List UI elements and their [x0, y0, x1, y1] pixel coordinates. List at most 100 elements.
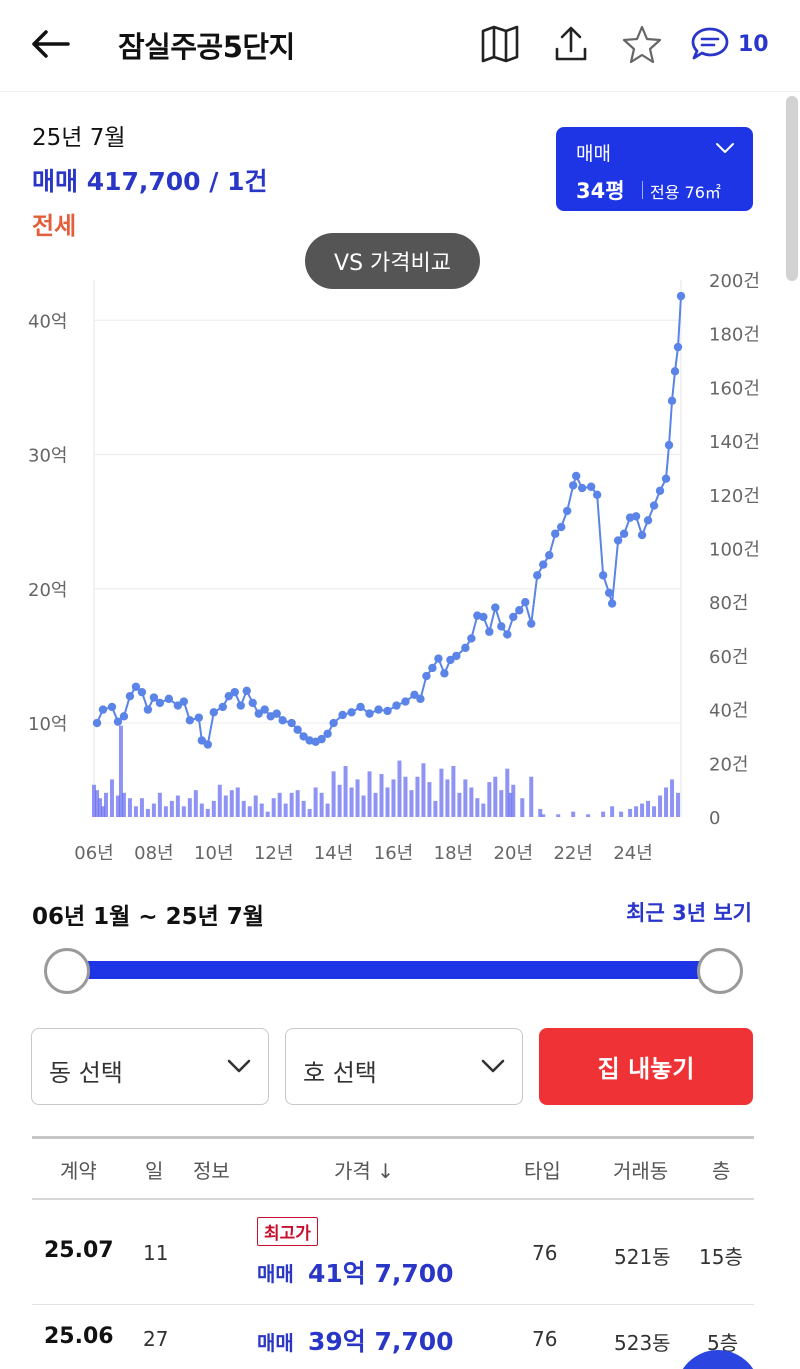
volume-bar [379, 774, 384, 817]
volume-bar [619, 811, 624, 817]
volume-bar [610, 806, 615, 817]
range-slider-track[interactable] [67, 961, 721, 979]
chart-xtick: 24년 [613, 843, 652, 864]
jeonse-label: 전세 [32, 212, 77, 240]
price-point [497, 622, 506, 631]
price-point [557, 522, 566, 532]
price-point [179, 697, 189, 706]
price-point [107, 702, 117, 712]
row-price: 39억 7,700 [308, 1327, 454, 1356]
price-point [521, 598, 530, 607]
volume-bar [313, 787, 318, 817]
range-slider-end-handle[interactable] [697, 948, 743, 994]
volume-bar [127, 798, 132, 817]
volume-bar [259, 803, 264, 817]
back-button[interactable] [26, 22, 74, 66]
price-point [586, 482, 596, 491]
price-point [661, 474, 671, 483]
volume-bar [571, 811, 576, 817]
price-point [452, 651, 461, 661]
list-home-button[interactable]: 집 내놓기 [539, 1028, 753, 1105]
price-point [613, 536, 623, 545]
row-deal-type: 매매 [257, 1262, 294, 1286]
row-type: 76 [532, 1327, 558, 1351]
row-floor: 15층 [699, 1245, 743, 1269]
row-date: 25.06 [44, 1324, 114, 1349]
map-button[interactable] [478, 22, 522, 66]
price-point [503, 630, 512, 639]
favorite-button[interactable] [620, 22, 664, 66]
price-point [410, 690, 419, 700]
comment-button[interactable]: 10 [690, 22, 769, 66]
chevron-down-icon [716, 143, 734, 153]
chart-xtick: 14년 [314, 843, 353, 864]
share-button[interactable] [549, 22, 593, 66]
dong-select[interactable]: 동 선택 [31, 1028, 269, 1105]
price-point [562, 506, 572, 516]
volume-bar [445, 779, 450, 817]
volume-bar [664, 787, 669, 817]
price-point [673, 342, 683, 352]
ho-select[interactable]: 호 선택 [285, 1028, 523, 1105]
table-row[interactable]: 25.07 11 최고가 매매 41억 7,700 76 521동 15층 [0, 1200, 800, 1304]
header-price-sort[interactable]: 가격 ↓ [334, 1159, 394, 1183]
volume-bar [601, 811, 606, 817]
period-label: 25년 7월 [32, 125, 126, 151]
volume-bar [175, 795, 180, 817]
price-point [224, 691, 233, 701]
volume-bar [640, 803, 645, 817]
price-point [551, 529, 560, 538]
price-point [440, 669, 449, 678]
row-dong: 521동 [614, 1245, 671, 1269]
chart-ytick-right: 100건 [709, 540, 760, 561]
volume-bar [646, 800, 651, 817]
price-point [619, 529, 629, 538]
price-point [119, 712, 129, 721]
price-point [272, 709, 281, 718]
vs-compare-button[interactable]: VS 가격비교 [305, 233, 480, 289]
range-slider-start-handle[interactable] [44, 948, 90, 994]
header-contract: 계약 [60, 1159, 97, 1183]
price-point [491, 603, 500, 612]
volume-bar [427, 782, 432, 817]
table-row[interactable]: 25.06 27 매매 39억 7,700 76 523동 5층 [0, 1305, 800, 1369]
volume-bar [634, 806, 639, 817]
row-day: 11 [143, 1241, 169, 1265]
volume-bar [283, 803, 288, 817]
type-selector[interactable]: 매매 34평 전용 76㎡ [556, 127, 753, 211]
recent-3-years-link[interactable]: 최근 3년 보기 [626, 901, 752, 925]
price-point [164, 694, 174, 704]
chart-ytick-right: 200건 [709, 271, 760, 292]
ho-select-label: 호 선택 [303, 1059, 377, 1087]
price-point [149, 693, 159, 702]
volume-bar [421, 763, 426, 817]
price-point [577, 483, 587, 493]
price-point [374, 705, 383, 714]
price-point [230, 687, 239, 697]
row-price: 41억 7,700 [308, 1259, 454, 1288]
floating-action-button[interactable] [676, 1350, 760, 1369]
chart-ytick-right: 80건 [709, 593, 748, 614]
row-divider [32, 1304, 754, 1305]
price-point [598, 571, 608, 580]
volume-bar [658, 795, 663, 817]
volume-bar [670, 779, 675, 817]
price-point [218, 702, 227, 712]
comment-count: 10 [738, 31, 769, 57]
volume-bar [94, 790, 99, 817]
chart-ytick-right: 0 [709, 808, 720, 829]
price-point [317, 734, 326, 744]
star-icon [622, 25, 662, 64]
volume-bar [157, 792, 162, 817]
volume-bar [217, 784, 222, 817]
volume-bar [676, 792, 681, 817]
page-scrollbar[interactable] [786, 96, 798, 281]
volume-bar [307, 808, 312, 817]
highest-price-badge: 최고가 [257, 1217, 318, 1246]
price-point [401, 697, 410, 706]
chart-ytick-left: 10억 [28, 714, 67, 735]
type-selector-size: 34평 [576, 179, 625, 203]
volume-bar [265, 811, 270, 817]
price-point [667, 396, 677, 406]
chevron-down-icon [481, 1059, 505, 1073]
